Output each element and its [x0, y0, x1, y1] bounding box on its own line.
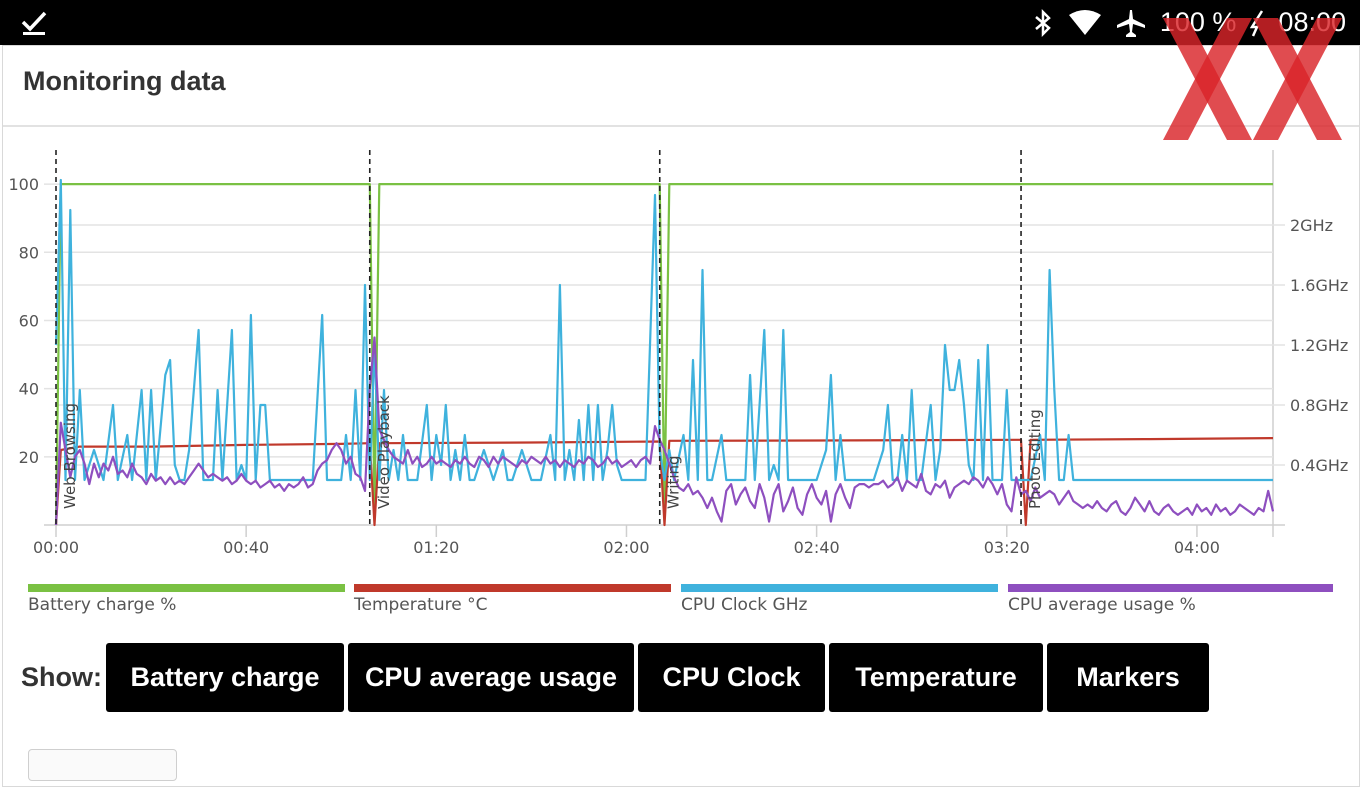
bluetooth-icon — [1035, 8, 1051, 37]
legend-label-cpu-clock: CPU Clock GHz — [681, 595, 808, 615]
x-tick-label: 02:40 — [794, 538, 840, 557]
legend-swatch-cpu-clock — [681, 584, 998, 592]
wifi-icon — [1068, 9, 1101, 35]
xx-logo — [1163, 18, 1342, 140]
y-left-tick-label: 100 — [8, 175, 39, 194]
legend-item-battery: Battery charge % — [28, 584, 346, 618]
legend-item-cpu-clock: CPU Clock GHz — [681, 584, 999, 618]
legend-swatch-temperature — [354, 584, 671, 592]
series-line-battery-charge — [54, 183, 1273, 526]
legend-label-cpu-usage: CPU average usage % — [1008, 595, 1196, 615]
series-line-cpu-average-usage — [54, 336, 1275, 526]
y-right-tick-label: 1.2GHz — [1290, 336, 1348, 355]
toggle-markers-button[interactable]: Markers — [1047, 643, 1209, 712]
partial-button[interactable] — [28, 749, 177, 781]
marker-label: Web Browsing — [61, 403, 79, 509]
legend-label-temperature: Temperature °C — [354, 595, 488, 615]
series-line-cpu-clock-ghz — [54, 178, 1273, 482]
y-right-tick-label: 1.6GHz — [1290, 276, 1348, 295]
x-tick-label: 03:20 — [984, 538, 1030, 557]
legend-item-cpu-usage: CPU average usage % — [1008, 584, 1334, 618]
toggle-temperature-button[interactable]: Temperature — [829, 643, 1043, 712]
x-tick-label: 04:00 — [1174, 538, 1220, 557]
legend-item-temperature: Temperature °C — [354, 584, 672, 618]
toggle-cpu-average-usage-button[interactable]: CPU average usage — [348, 643, 634, 712]
x-tick-label: 02:00 — [603, 538, 649, 557]
show-label: Show: — [21, 662, 102, 692]
y-right-tick-label: 0.8GHz — [1290, 396, 1348, 415]
y-left-tick-label: 60 — [19, 311, 39, 330]
page-title: Monitoring data — [23, 66, 226, 96]
marker-label: Writing — [665, 455, 683, 509]
monitoring-chart: 20 40 60 80 100 0.4GHz 0.8GHz 1.2GHz 1.6GHz 2GHz 0… — [8, 150, 1348, 557]
toggle-cpu-clock-button[interactable]: CPU Clock — [638, 643, 825, 712]
legend-swatch-battery — [28, 584, 345, 592]
legend-swatch-cpu-usage — [1008, 584, 1333, 592]
y-right-tick-label: 2GHz — [1290, 216, 1333, 235]
x-tick-label: 01:20 — [413, 538, 459, 557]
toggle-battery-charge-button[interactable]: Battery charge — [106, 643, 344, 712]
y-left-tick-label: 40 — [19, 380, 39, 399]
marker-label: Video Playback — [375, 395, 393, 509]
y-right-tick-label: 0.4GHz — [1290, 456, 1348, 475]
status-bar: 100 % 08:00 — [0, 0, 1360, 45]
series-line-temperature-c — [54, 437, 1274, 527]
check-icon — [21, 11, 47, 35]
y-left-tick-label: 20 — [19, 448, 39, 467]
legend-label-battery: Battery charge % — [28, 595, 177, 615]
x-tick-label: 00:40 — [223, 538, 269, 557]
marker-label: Photo Editing — [1026, 409, 1044, 509]
y-left-tick-label: 80 — [19, 243, 39, 262]
x-tick-label: 00:00 — [33, 538, 79, 557]
title-divider — [3, 125, 1359, 127]
airplane-icon — [1116, 9, 1145, 37]
